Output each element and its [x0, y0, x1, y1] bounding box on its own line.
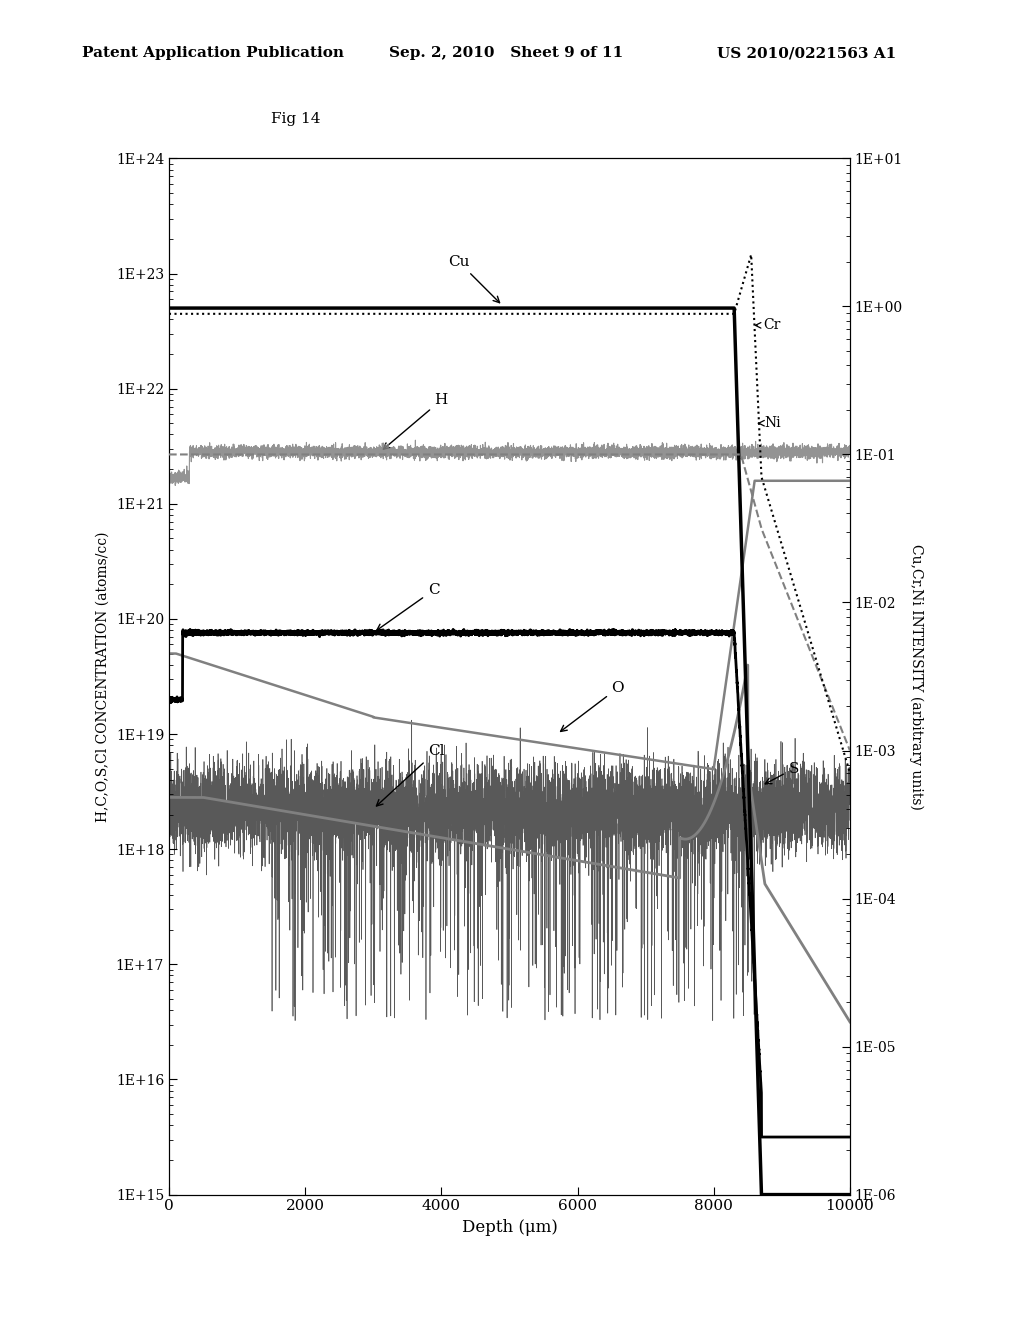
Text: Cr: Cr: [756, 318, 780, 333]
Text: Cu: Cu: [449, 255, 500, 302]
Text: H: H: [383, 393, 447, 449]
Text: C: C: [377, 583, 439, 630]
Text: Sep. 2, 2010   Sheet 9 of 11: Sep. 2, 2010 Sheet 9 of 11: [389, 46, 624, 61]
Text: O: O: [560, 681, 625, 731]
X-axis label: Depth (μm): Depth (μm): [462, 1218, 557, 1236]
Text: S: S: [765, 762, 799, 784]
Y-axis label: Cu,Cr,Ni INTENSITY (arbitrary units): Cu,Cr,Ni INTENSITY (arbitrary units): [909, 544, 924, 809]
Text: Ni: Ni: [759, 416, 781, 430]
Text: US 2010/0221563 A1: US 2010/0221563 A1: [717, 46, 896, 61]
Text: Fig 14: Fig 14: [271, 112, 321, 127]
Text: Patent Application Publication: Patent Application Publication: [82, 46, 344, 61]
Text: Cl: Cl: [377, 744, 444, 807]
Y-axis label: H,C,O,S,Cl CONCENTRATION (atoms/cc): H,C,O,S,Cl CONCENTRATION (atoms/cc): [96, 531, 111, 822]
